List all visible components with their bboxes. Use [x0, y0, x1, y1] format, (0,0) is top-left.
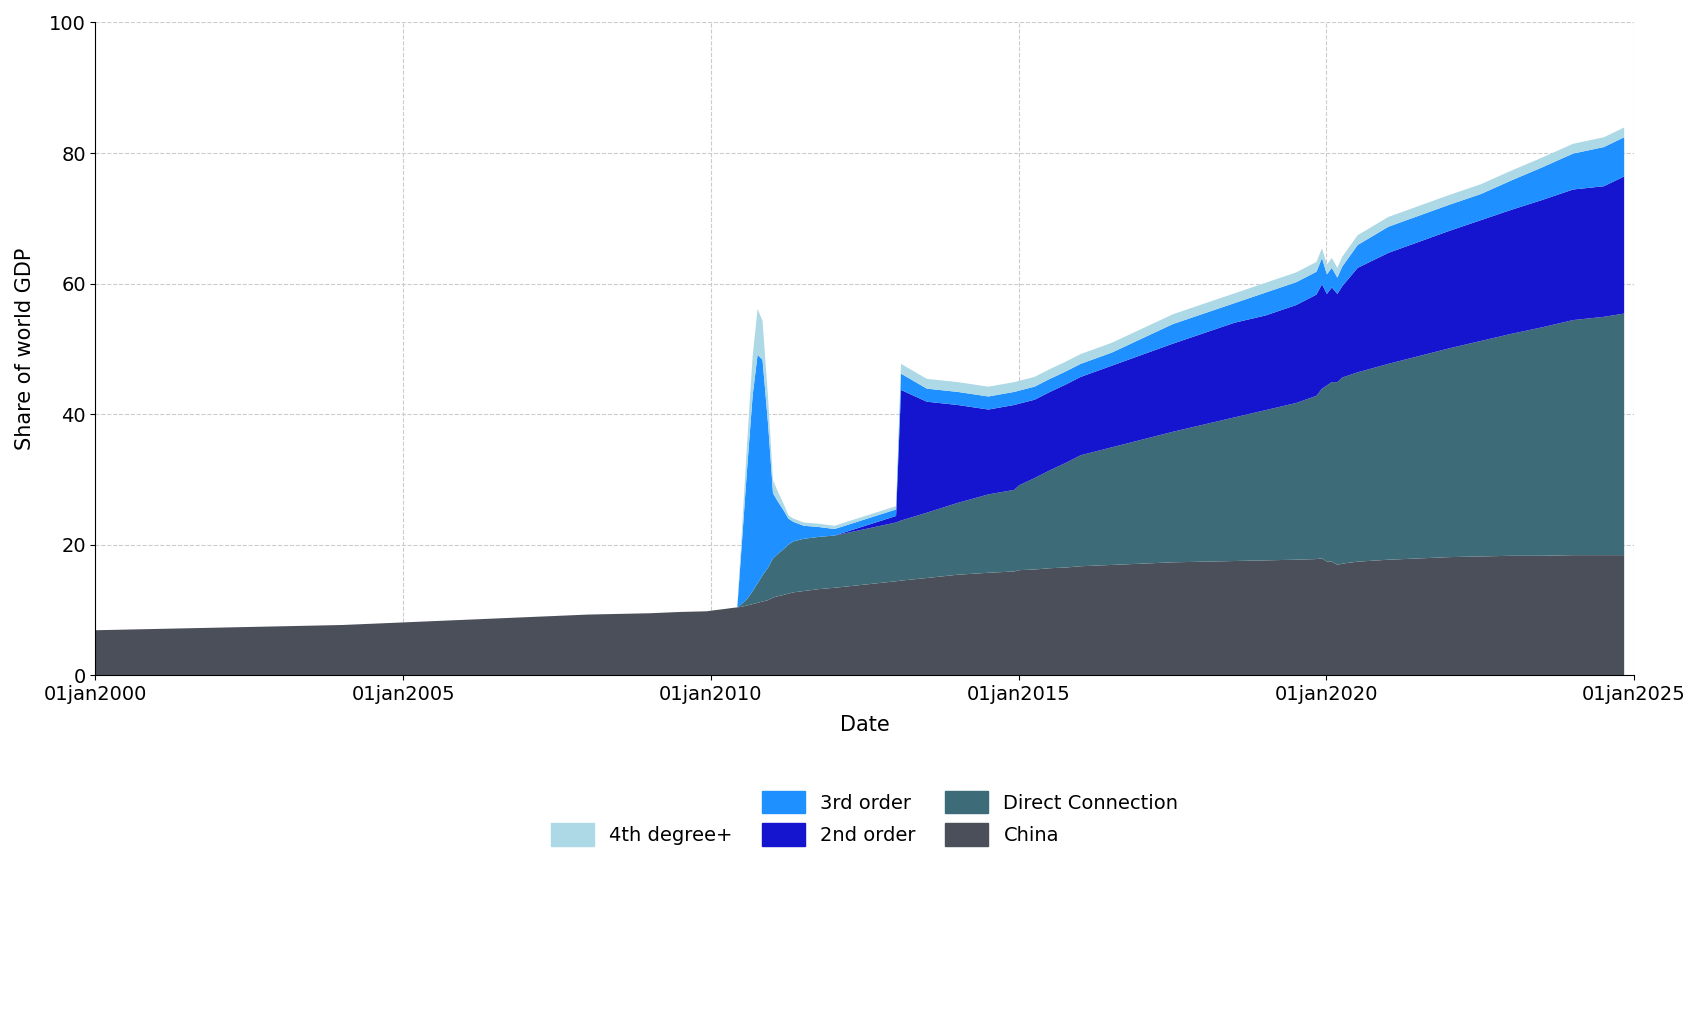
Legend: , 4th degree+, 3rd order, 2nd order, Direct Connection, China: , 4th degree+, 3rd order, 2nd order, Dir… [543, 783, 1186, 854]
Y-axis label: Share of world GDP: Share of world GDP [15, 248, 36, 450]
X-axis label: Date: Date [840, 716, 890, 735]
